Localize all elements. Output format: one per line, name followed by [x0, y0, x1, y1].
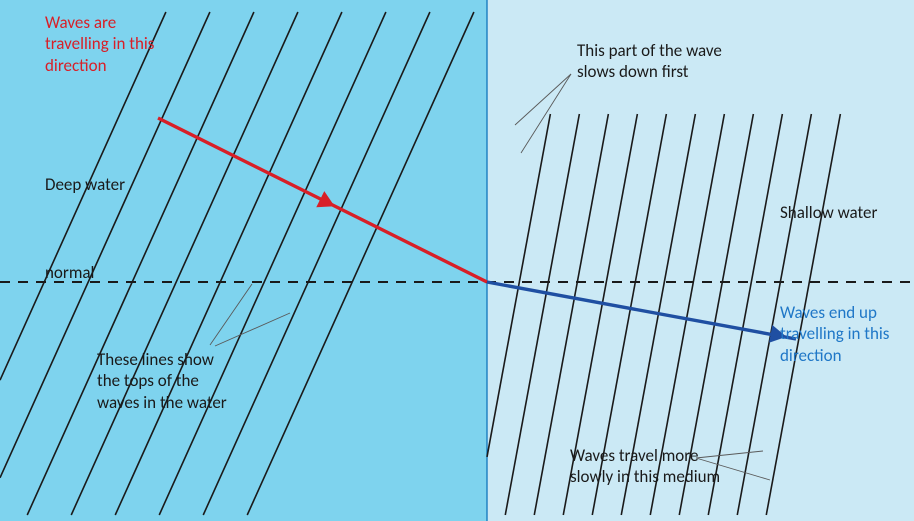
label-shallow-water: Shallow water: [780, 202, 877, 223]
diagram-svg: [0, 0, 914, 521]
diagram-stage: Waves are travelling in this direction T…: [0, 0, 914, 521]
label-slows-first: This part of the wave slows down first: [577, 40, 722, 83]
label-refracted-direction: Waves end up travelling in this directio…: [780, 302, 889, 366]
label-travel-slower: Waves travel more slowly in this medium: [570, 445, 720, 488]
label-incident-direction: Waves are travelling in this direction: [45, 12, 154, 76]
label-wave-tops: These lines show the tops of the waves i…: [97, 349, 227, 413]
label-deep-water: Deep water: [45, 174, 125, 195]
label-normal: normal: [45, 262, 94, 283]
